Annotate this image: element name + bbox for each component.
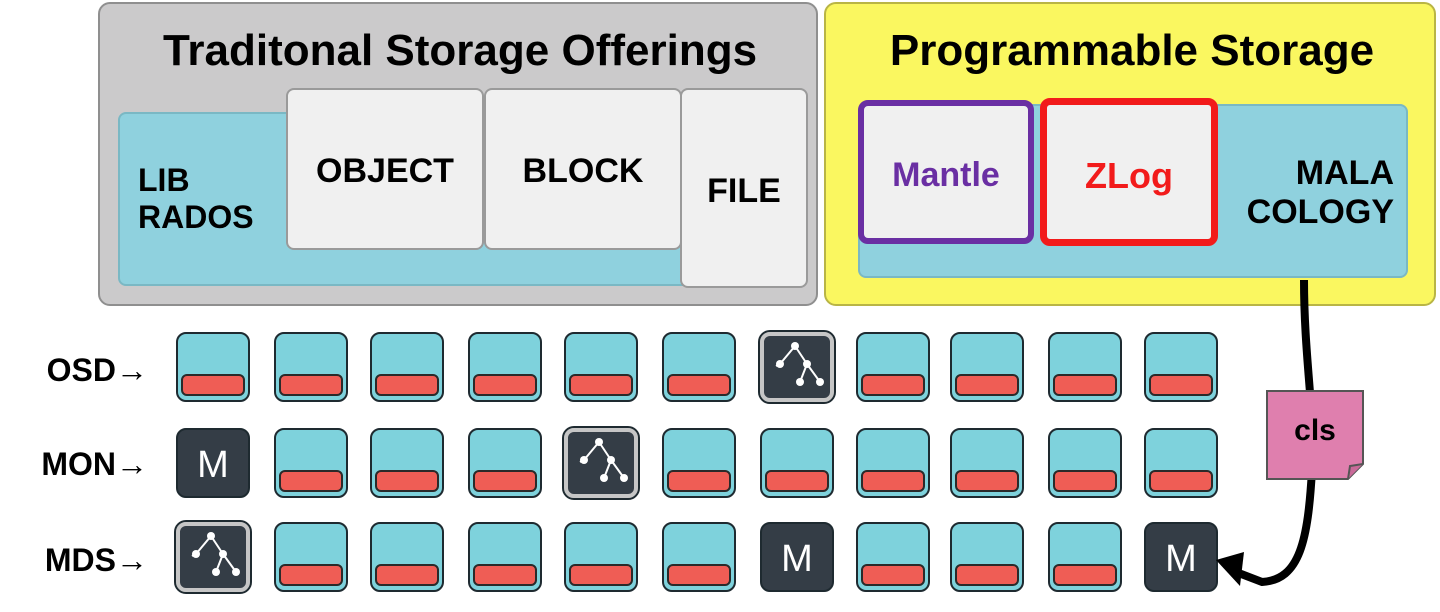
object-interface-box: OBJECT (286, 88, 484, 250)
disk-stripe (375, 564, 439, 586)
storage-disk-node (1048, 522, 1122, 592)
disk-stripe (1149, 374, 1213, 396)
disk-stripe (1053, 564, 1117, 586)
storage-disk-node (662, 522, 736, 592)
disk-stripe (955, 564, 1019, 586)
storage-disk-node (274, 522, 348, 592)
disk-stripe (569, 564, 633, 586)
disk-stripe (667, 374, 731, 396)
storage-disk-node (370, 522, 444, 592)
storage-disk-node (950, 332, 1024, 402)
disk-stripe (279, 470, 343, 492)
graph-node (174, 520, 252, 594)
monitor-letter: M (781, 538, 813, 580)
disk-stripe (861, 470, 925, 492)
tree-icon (579, 438, 628, 482)
malacology-label: MALA COLOGY (1246, 154, 1394, 232)
zlog-box: ZLog (1040, 98, 1218, 246)
cls-label: cls (1294, 414, 1336, 447)
storage-disk-node (1048, 428, 1122, 498)
storage-disk-node (1144, 428, 1218, 498)
storage-disk-node (950, 522, 1024, 592)
storage-disk-node (950, 428, 1024, 498)
librados-label: LIB RADOS (138, 162, 254, 235)
programmable-storage-panel: Programmable Storage MALA COLOGY Mantle … (824, 2, 1436, 306)
storage-disk-node (1048, 332, 1122, 402)
disk-stripe (569, 374, 633, 396)
disk-stripe (667, 470, 731, 492)
graph-node (758, 330, 836, 404)
traditional-storage-title: Traditonal Storage Offerings (162, 26, 758, 75)
storage-disk-node (856, 332, 930, 402)
mantle-box: Mantle (858, 100, 1034, 244)
storage-disk-node (274, 428, 348, 498)
storage-disk-node (856, 428, 930, 498)
osd-row-label: OSD→ (46, 352, 148, 388)
disk-stripe (1053, 470, 1117, 492)
tree-icon (775, 342, 824, 386)
storage-disk-node (1144, 332, 1218, 402)
disk-stripe (181, 374, 245, 396)
disk-stripe (955, 470, 1019, 492)
mds-row-label: MDS→ (44, 542, 148, 578)
storage-disk-node (564, 522, 638, 592)
disk-stripe (955, 374, 1019, 396)
monitor-node: M (1144, 522, 1218, 592)
disk-stripe (473, 470, 537, 492)
tree-icon (191, 532, 240, 576)
monitor-node: M (760, 522, 834, 592)
disk-stripe (861, 564, 925, 586)
storage-disk-node (468, 428, 542, 498)
cls-note-icon (1266, 390, 1364, 480)
disk-stripe (279, 564, 343, 586)
monitor-letter: M (197, 444, 229, 486)
storage-disk-node (662, 428, 736, 498)
storage-disk-node (370, 428, 444, 498)
disk-stripe (1149, 470, 1213, 492)
storage-disk-node (662, 332, 736, 402)
graph-node (562, 426, 640, 500)
storage-disk-node (564, 332, 638, 402)
storage-disk-node (370, 332, 444, 402)
disk-stripe (1053, 374, 1117, 396)
disk-stripe (473, 564, 537, 586)
disk-stripe (375, 470, 439, 492)
storage-disk-node (274, 332, 348, 402)
disk-stripe (861, 374, 925, 396)
disk-stripe (765, 470, 829, 492)
disk-stripe (279, 374, 343, 396)
file-interface-box: FILE (680, 88, 808, 288)
monitor-letter: M (1165, 538, 1197, 580)
programmable-storage-title: Programmable Storage (889, 26, 1375, 75)
storage-disk-node (856, 522, 930, 592)
disk-stripe (473, 374, 537, 396)
traditional-storage-panel: Traditonal Storage Offerings LIB RADOS O… (98, 2, 818, 306)
disk-stripe (667, 564, 731, 586)
disk-stripe (375, 374, 439, 396)
storage-disk-node (468, 522, 542, 592)
block-interface-box: BLOCK (484, 88, 682, 250)
monitor-node: M (176, 428, 250, 498)
storage-disk-node (176, 332, 250, 402)
storage-disk-node (760, 428, 834, 498)
mon-row-label: MON→ (41, 446, 148, 482)
storage-disk-node (468, 332, 542, 402)
